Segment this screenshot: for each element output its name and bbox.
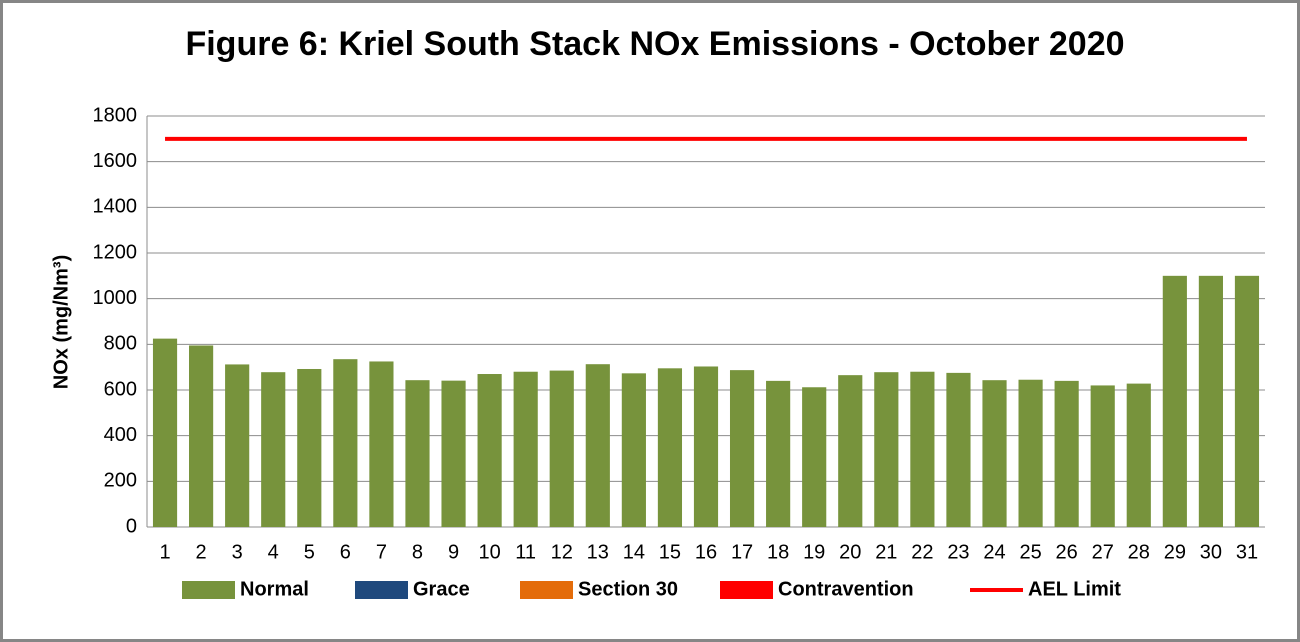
bar <box>549 370 574 527</box>
legend-swatch <box>520 581 573 599</box>
x-tick-label: 24 <box>983 541 1005 563</box>
bar <box>441 380 466 527</box>
x-tick-label: 22 <box>911 541 933 563</box>
x-tick-label: 27 <box>1092 541 1114 563</box>
y-tick-label: 1400 <box>93 196 138 218</box>
x-tick-label: 25 <box>1019 541 1041 563</box>
x-tick-label: 3 <box>232 541 243 563</box>
y-tick-label: 400 <box>104 424 137 446</box>
x-tick-label: 16 <box>695 541 717 563</box>
y-tick-label: 1600 <box>93 150 138 172</box>
x-tick-label: 20 <box>839 541 861 563</box>
bar <box>1162 275 1187 527</box>
legend-label: Normal <box>240 578 309 600</box>
bar <box>693 366 719 527</box>
x-tick-label: 28 <box>1128 541 1150 563</box>
bar <box>189 345 214 527</box>
bar <box>1126 383 1151 527</box>
x-tick-label: 4 <box>268 541 279 563</box>
x-tick-label: 7 <box>376 541 387 563</box>
legend-label: AEL Limit <box>1028 578 1121 600</box>
bar <box>297 368 322 527</box>
x-tick-label: 8 <box>412 541 423 563</box>
bar <box>1198 275 1223 527</box>
x-tick-label: 6 <box>340 541 351 563</box>
legend-label: Contravention <box>778 578 914 600</box>
x-tick-label: 19 <box>803 541 825 563</box>
bar <box>657 368 683 527</box>
y-tick-label: 1800 <box>93 104 138 126</box>
legend-label: Section 30 <box>578 578 678 600</box>
bar <box>333 359 358 527</box>
x-tick-label: 15 <box>659 541 681 563</box>
x-tick-label: 26 <box>1056 541 1078 563</box>
x-tick-label: 5 <box>304 541 315 563</box>
y-tick-label: 1000 <box>93 287 138 309</box>
bar <box>621 373 646 527</box>
bar <box>585 364 610 527</box>
bar <box>477 374 502 527</box>
x-tick-label: 21 <box>875 541 897 563</box>
y-tick-label: 0 <box>126 515 137 537</box>
y-axis-label: NOx (mg/Nm³) <box>50 255 72 389</box>
x-tick-label: 17 <box>731 541 753 563</box>
x-tick-label: 1 <box>159 541 170 563</box>
bar <box>838 375 863 527</box>
bar <box>1018 379 1043 527</box>
x-tick-label: 23 <box>947 541 969 563</box>
x-tick-label: 30 <box>1200 541 1222 563</box>
bar <box>225 364 250 527</box>
x-tick-label: 10 <box>478 541 500 563</box>
bar <box>1234 275 1260 527</box>
y-tick-label: 200 <box>104 470 137 492</box>
y-tick-label: 600 <box>104 378 137 400</box>
x-tick-label: 14 <box>623 541 645 563</box>
x-tick-label: 9 <box>448 541 459 563</box>
bar <box>152 338 178 527</box>
legend-label: Grace <box>413 578 470 600</box>
legend-swatch <box>720 581 773 599</box>
x-tick-label: 18 <box>767 541 789 563</box>
y-tick-label: 1200 <box>93 241 138 263</box>
bar <box>982 380 1007 527</box>
bar <box>1090 385 1115 527</box>
bar <box>261 372 286 527</box>
bar <box>766 380 791 527</box>
bar <box>729 370 755 527</box>
legend-swatch <box>355 581 408 599</box>
x-tick-label: 11 <box>515 541 536 563</box>
x-tick-label: 12 <box>551 541 573 563</box>
chart-title: Figure 6: Kriel South Stack NOx Emission… <box>185 25 1124 63</box>
x-tick-label: 29 <box>1164 541 1186 563</box>
bar <box>513 371 538 527</box>
x-tick-label: 2 <box>196 541 207 563</box>
legend-swatch <box>182 581 235 599</box>
bar <box>369 361 394 527</box>
x-tick-label: 31 <box>1236 541 1258 563</box>
bar <box>946 372 971 527</box>
bar <box>1054 380 1079 527</box>
x-tick-label: 13 <box>587 541 609 563</box>
bar <box>874 372 899 527</box>
bar <box>910 371 935 527</box>
y-tick-label: 800 <box>104 333 137 355</box>
bar <box>405 380 430 527</box>
bar <box>802 387 827 527</box>
